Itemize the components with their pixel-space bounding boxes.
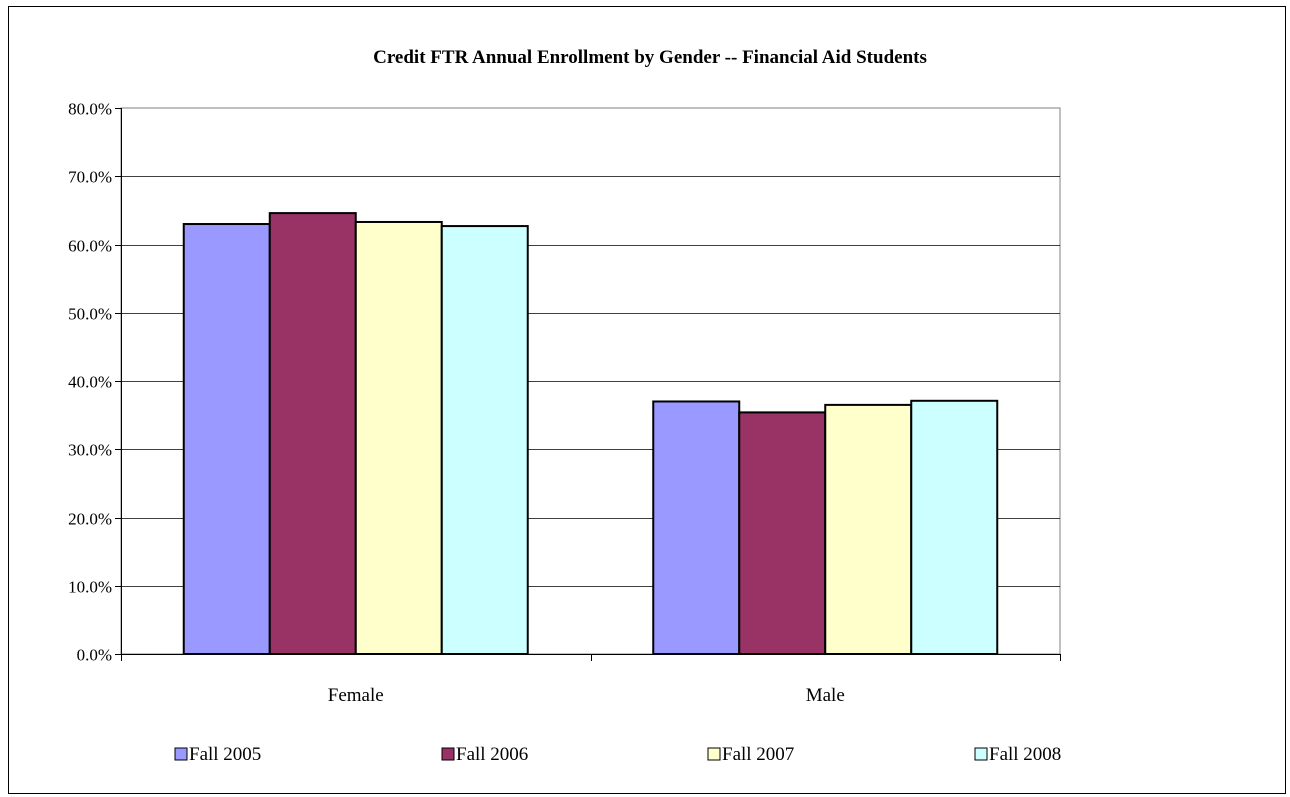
bar-fall-2007-male [824,403,913,656]
legend-label: Fall 2008 [989,744,1061,765]
legend: Fall 2005 Fall 2006 Fall 2007 Fall 2008 [174,744,1061,765]
bar-fall-2005-male [652,400,741,655]
bar-fall-2007-female [354,220,443,655]
legend-swatch [441,747,455,761]
axes: 0.0% 10.0% 20.0% 30.0% 40.0% 50.0% 60.0% 70.0% 8… [68,100,1061,706]
y-tick-label: 0.0% [77,646,112,665]
y-tick-label: 10.0% [68,578,112,597]
bar-fall-2008-female [440,225,529,655]
y-tick-label: 30.0% [68,441,112,460]
legend-swatch [174,747,188,761]
y-tick-label: 80.0% [68,100,112,119]
y-tick-label: 20.0% [68,510,112,529]
bar-fall-2006-male [738,411,827,655]
bars [182,212,999,656]
legend-swatch [707,747,721,761]
bar-fall-2008-male [910,399,999,656]
y-tick-label: 70.0% [68,168,112,187]
bar-fall-2006-female [268,212,357,655]
y-tick-label: 50.0% [68,305,112,324]
legend-label: Fall 2007 [722,744,794,765]
chart-title: Credit FTR Annual Enrollment by Gender -… [373,47,927,68]
legend-label: Fall 2006 [456,744,528,765]
legend-label: Fall 2005 [189,744,261,765]
y-tick-label: 60.0% [68,237,112,256]
bar-fall-2005-female [182,223,271,655]
x-category-label: Male [806,685,845,706]
y-tick-label: 40.0% [68,373,112,392]
x-category-label: Female [328,685,384,706]
legend-swatch [974,747,988,761]
